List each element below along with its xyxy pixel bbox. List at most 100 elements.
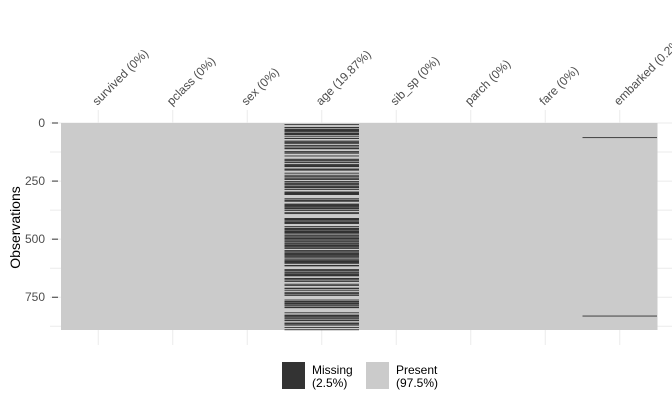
missing-row-mark	[284, 250, 359, 251]
missing-row-mark	[284, 165, 359, 166]
legend-percent: (97.5%)	[396, 376, 438, 390]
missing-row-mark	[284, 303, 359, 305]
missing-row-mark	[284, 178, 359, 180]
missing-row-mark	[284, 270, 359, 271]
missing-row-mark	[284, 185, 359, 187]
missing-row-mark	[284, 235, 359, 237]
missing-row-mark	[284, 253, 359, 255]
missing-row-mark	[284, 317, 359, 319]
missing-row-mark	[284, 186, 359, 188]
missing-row-mark	[284, 199, 359, 201]
missing-row-mark	[284, 272, 359, 274]
missing-row-mark	[284, 301, 359, 303]
missing-row-mark	[284, 234, 359, 236]
missing-row-mark	[284, 271, 359, 273]
legend-label: Present	[396, 363, 438, 377]
missing-row-mark	[284, 326, 359, 328]
column-label: embarked (0.2%)	[611, 33, 672, 108]
column-label: sex (0%)	[238, 65, 281, 108]
missing-row-mark	[284, 198, 359, 200]
missing-row-mark	[284, 259, 359, 261]
missing-row-mark	[284, 152, 359, 154]
missing-row-mark	[284, 289, 359, 291]
y-tick-label: 0	[38, 116, 45, 130]
missing-row-mark	[284, 257, 359, 259]
missing-row-mark	[284, 166, 359, 168]
missing-row-mark	[284, 140, 359, 142]
missing-row-mark	[284, 293, 359, 294]
missing-row-mark	[284, 299, 359, 301]
missing-row-mark	[284, 265, 359, 267]
legend-label: Missing	[312, 363, 353, 377]
missing-row-mark	[284, 228, 359, 230]
missing-row-mark	[284, 194, 359, 195]
legend: Missing(2.5%) Present(97.5%)	[282, 362, 438, 390]
missing-row-mark	[284, 129, 359, 130]
missing-row-mark	[284, 220, 359, 222]
missing-row-mark	[284, 283, 359, 285]
missing-row-mark	[284, 230, 359, 232]
missing-row-mark	[284, 168, 359, 170]
missing-row-mark	[284, 320, 359, 322]
missing-row-mark	[284, 302, 359, 304]
present-column	[508, 123, 583, 330]
present-column	[61, 123, 136, 330]
missing-row-mark	[284, 127, 359, 129]
missing-row-mark	[284, 182, 359, 184]
column-label: parch (0%)	[462, 57, 513, 108]
missing-row-mark	[284, 176, 359, 178]
missing-row-mark	[284, 184, 359, 186]
column-label: sib_sp (0%)	[387, 53, 442, 108]
missing-row-mark	[284, 238, 359, 239]
missing-row-mark	[284, 159, 359, 161]
missing-row-mark	[284, 260, 359, 262]
missing-row-mark	[284, 258, 359, 260]
missing-row-mark	[284, 329, 359, 331]
missing-row-mark	[284, 145, 359, 146]
missing-row-mark	[284, 226, 359, 228]
present-column	[210, 123, 285, 330]
missing-row-mark	[284, 181, 359, 182]
missing-row-mark	[284, 143, 359, 145]
missing-row-mark	[284, 131, 359, 133]
missing-row-mark	[284, 233, 359, 235]
missing-row-mark	[284, 203, 359, 205]
missing-row-mark	[284, 254, 359, 255]
missing-row-mark	[284, 135, 359, 137]
missing-row-mark	[284, 177, 359, 179]
missing-row-mark	[284, 218, 359, 220]
missing-row-mark	[284, 232, 359, 234]
missing-row-mark	[284, 241, 359, 243]
missing-row-mark	[284, 303, 359, 305]
missing-row-mark	[284, 174, 359, 176]
missing-row-mark	[284, 284, 359, 286]
y-axis-title: Observations	[7, 186, 23, 268]
missing-row-mark	[284, 183, 359, 185]
missing-row-mark	[284, 219, 359, 221]
missing-row-mark	[284, 245, 359, 247]
present-column	[433, 123, 509, 330]
missing-row-mark	[284, 151, 359, 153]
missing-row-mark	[284, 307, 359, 309]
missing-row-mark	[284, 316, 359, 318]
missing-row-mark	[284, 244, 359, 246]
missing-row-mark	[284, 222, 359, 224]
missing-row-mark	[284, 162, 359, 163]
missing-row-mark	[284, 169, 359, 170]
missing-row-mark	[284, 244, 359, 246]
y-axis: 0 250 500 750	[25, 116, 58, 304]
missing-row-mark	[284, 172, 359, 174]
y-tick-label: 500	[25, 232, 45, 246]
missing-row-mark	[284, 251, 359, 253]
missing-row-mark	[284, 205, 359, 207]
missing-row-mark	[284, 218, 359, 220]
present-column	[135, 123, 211, 330]
missing-row-mark	[284, 212, 359, 214]
present-column	[582, 123, 658, 330]
column-label: age (19.87%)	[313, 47, 374, 108]
missing-row-mark	[284, 147, 359, 149]
missing-row-mark	[284, 314, 359, 316]
missing-row-mark	[284, 204, 359, 206]
missing-row-mark	[284, 129, 359, 131]
missing-row-mark	[284, 262, 359, 264]
